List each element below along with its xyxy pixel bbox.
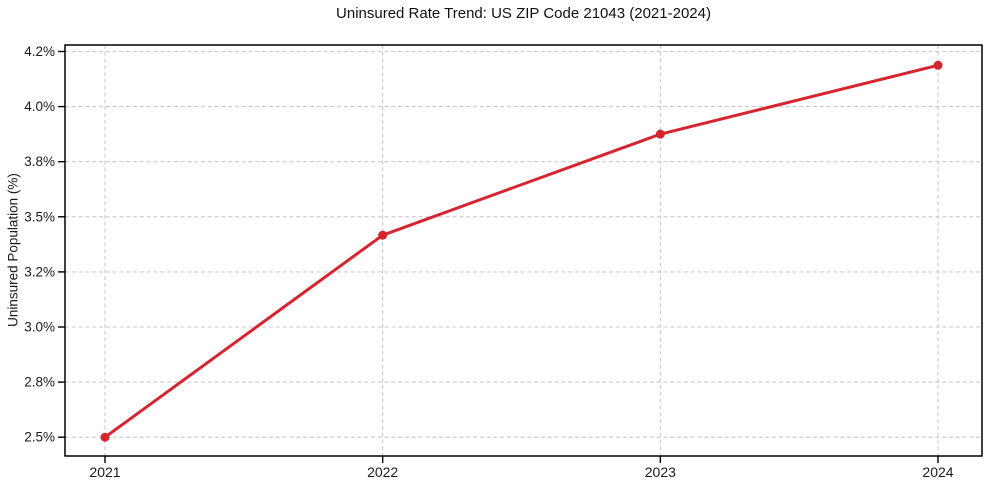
y-tick-label: 3.2%	[24, 264, 55, 279]
data-point-2021	[100, 432, 110, 442]
x-tick-label: 2023	[645, 464, 676, 480]
y-tick-label: 3.5%	[24, 209, 55, 224]
y-tick-label: 4.2%	[24, 44, 55, 59]
chart-title: Uninsured Rate Trend: US ZIP Code 21043 …	[336, 5, 711, 22]
y-tick-label: 2.5%	[24, 430, 55, 445]
y-tick-label: 3.8%	[24, 154, 55, 169]
y-tick-label: 2.8%	[24, 375, 55, 390]
plot-frame	[64, 44, 983, 457]
y-tick-label: 4.0%	[24, 99, 55, 114]
trend-line	[103, 63, 940, 439]
x-tick-label: 2021	[89, 464, 120, 480]
y-tick-label: 3.0%	[24, 320, 55, 335]
data-point-2024	[933, 60, 943, 70]
x-tick-label: 2024	[922, 464, 953, 480]
data-point-2023	[655, 129, 665, 139]
data-point-2022	[378, 230, 388, 240]
x-tick-label: 2022	[367, 464, 398, 480]
